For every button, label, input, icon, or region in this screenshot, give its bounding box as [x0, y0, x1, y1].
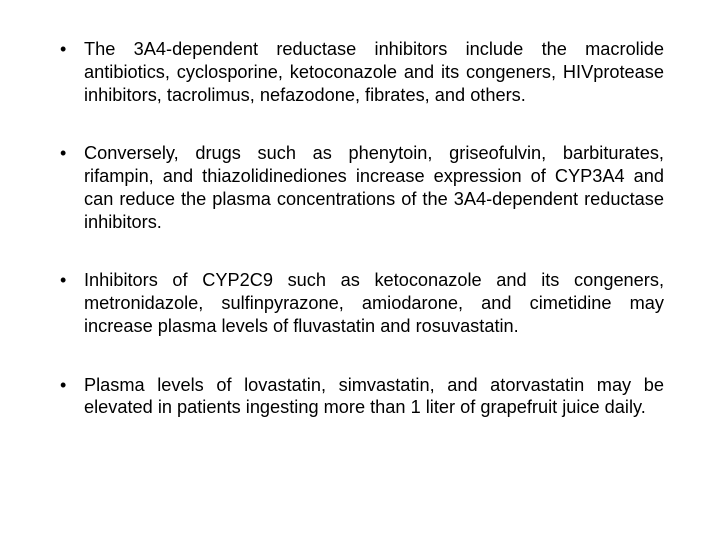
- list-item: Inhibitors of CYP2C9 such as ketoconazol…: [56, 269, 664, 337]
- bullet-text: Plasma levels of lovastatin, simvastatin…: [84, 375, 664, 418]
- list-item: Conversely, drugs such as phenytoin, gri…: [56, 142, 664, 233]
- list-item: Plasma levels of lovastatin, simvastatin…: [56, 374, 664, 420]
- list-item: The 3A4-dependent reductase inhibitors i…: [56, 38, 664, 106]
- bullet-text: The 3A4-dependent reductase inhibitors i…: [84, 39, 664, 105]
- bullet-text: Conversely, drugs such as phenytoin, gri…: [84, 143, 664, 231]
- bullet-text: Inhibitors of CYP2C9 such as ketoconazol…: [84, 270, 664, 336]
- bullet-list: The 3A4-dependent reductase inhibitors i…: [56, 38, 664, 419]
- slide-body: The 3A4-dependent reductase inhibitors i…: [0, 0, 720, 540]
